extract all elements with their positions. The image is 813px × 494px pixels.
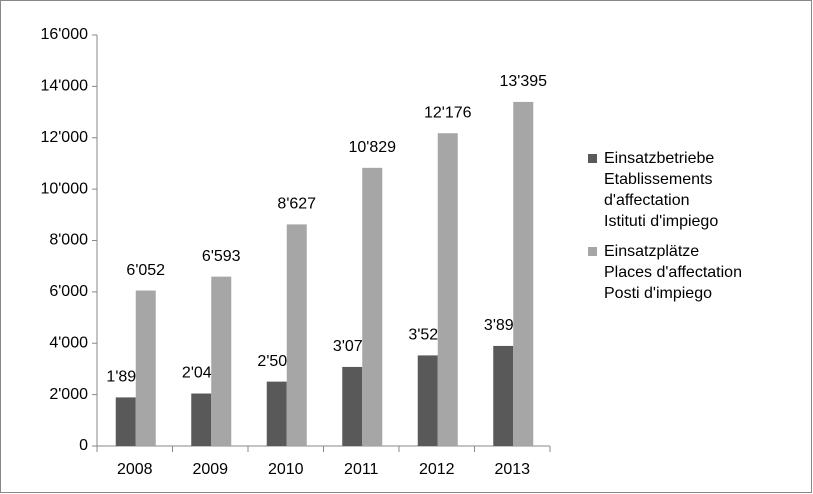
x-tick-label: 2012 (419, 461, 455, 478)
value-label: 2'506 (257, 353, 296, 370)
y-tick-label: 4'000 (49, 334, 88, 351)
bar (115, 397, 136, 446)
bar (417, 355, 438, 446)
value-label: 3'527 (408, 327, 447, 344)
y-tick-label: 12'000 (40, 129, 88, 146)
x-tick-label: 2013 (494, 461, 530, 478)
legend: Einsatzbetriebe Etablissements d'affecta… (588, 148, 742, 313)
bar (437, 133, 458, 446)
bar (493, 345, 514, 446)
legend-label: Einsatzplätze Places d'affectation Posti… (604, 243, 742, 302)
legend-swatch (588, 154, 597, 163)
bar (191, 393, 212, 446)
y-tick-label: 8'000 (49, 232, 88, 249)
bar (362, 167, 383, 446)
value-label: 6'052 (126, 262, 165, 279)
y-tick-label: 2'000 (49, 386, 88, 403)
x-tick-label: 2011 (344, 461, 379, 478)
value-label: 3'078 (333, 338, 372, 355)
value-label: 12'176 (424, 104, 472, 121)
y-tick-label: 10'000 (40, 180, 88, 197)
x-tick-label: 2010 (268, 461, 304, 478)
bar (266, 381, 287, 446)
value-label: 3'896 (484, 317, 523, 334)
x-tick-label: 2008 (117, 461, 153, 478)
bar (342, 366, 363, 446)
value-label: 1'892 (106, 369, 145, 386)
legend-label: Einsatzbetriebe Etablissements d'affecta… (604, 150, 719, 230)
value-label: 8'627 (277, 196, 316, 213)
y-tick-label: 0 (79, 437, 88, 454)
y-tick-label: 6'000 (49, 283, 88, 300)
bar (513, 101, 534, 446)
y-tick-label: 16'000 (40, 26, 88, 43)
legend-swatch (588, 247, 597, 256)
legend-item: Einsatzplätze Places d'affectation Posti… (588, 241, 742, 304)
legend-item: Einsatzbetriebe Etablissements d'affecta… (588, 148, 742, 232)
value-label: 2'043 (182, 365, 221, 382)
bar (211, 276, 232, 446)
bar (286, 224, 307, 446)
value-label: 13'395 (499, 73, 547, 90)
bar (135, 290, 156, 446)
value-label: 6'593 (202, 248, 241, 265)
value-label: 10'829 (348, 139, 396, 156)
y-tick-label: 14'000 (40, 78, 88, 95)
x-tick-label: 2009 (192, 461, 228, 478)
